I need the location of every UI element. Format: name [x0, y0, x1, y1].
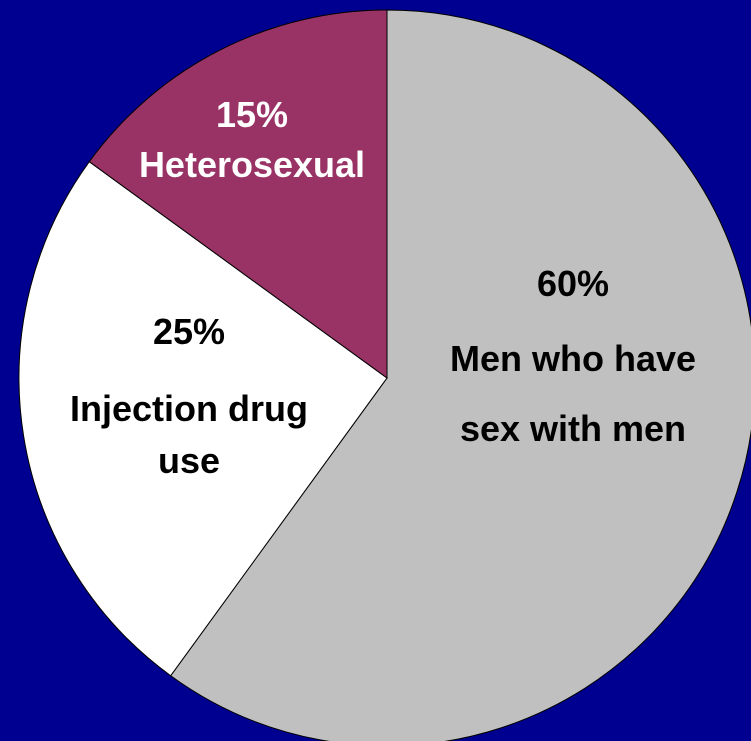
slice-percent-label-2: 25%: [153, 311, 225, 352]
slice-category-label-1-line-2: sex with men: [460, 408, 686, 449]
slice-percent-label-1: 60%: [537, 263, 609, 304]
slice-percent-label-3: 15%: [216, 94, 288, 135]
slice-category-label-3-line-1: Heterosexual: [139, 144, 365, 185]
slice-category-label-2-line-2: use: [158, 440, 220, 481]
slice-category-label-1-line-1: Men who have: [450, 338, 696, 379]
slice-category-label-2-line-1: Injection drug: [70, 388, 308, 429]
